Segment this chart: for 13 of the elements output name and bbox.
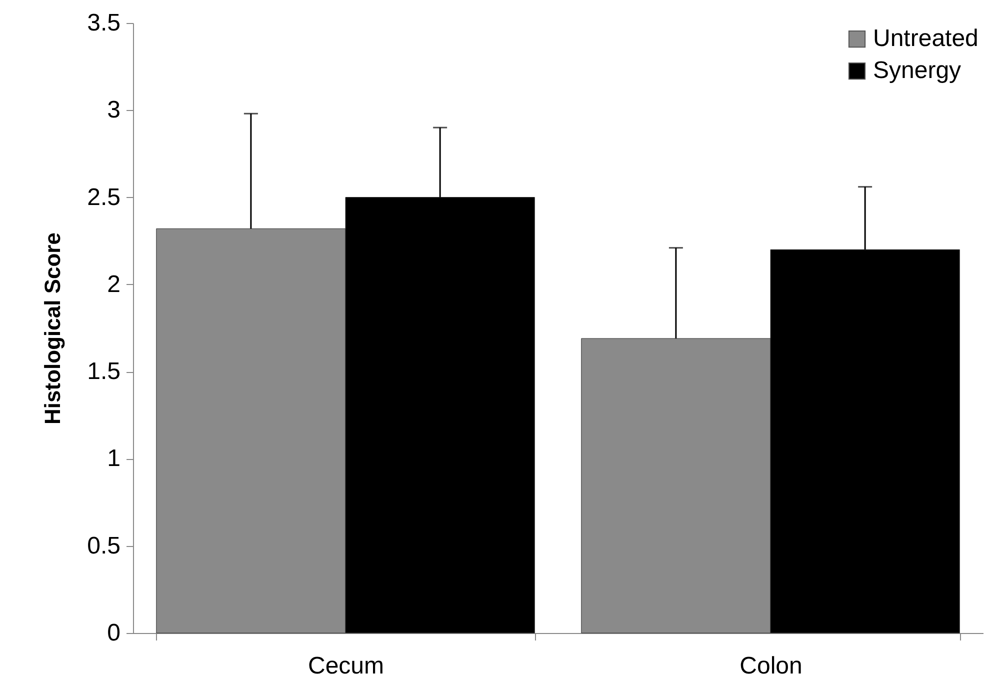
legend-label: Synergy	[873, 57, 962, 84]
y-tick-label: 0.5	[87, 532, 120, 560]
y-axis-title: Histological Score	[40, 232, 66, 424]
y-tick-label: 2	[107, 270, 120, 298]
y-tick-label: 3	[107, 96, 120, 124]
legend-label: Untreated	[873, 25, 978, 52]
x-tick-label: Colon	[740, 652, 802, 680]
y-tick-label: 1.5	[87, 358, 120, 386]
y-tick-label: 2.5	[87, 184, 120, 211]
y-tick-label: 0	[107, 620, 120, 646]
y-tick-label: 3.5	[87, 10, 120, 36]
y-tick-label: 1	[107, 445, 120, 472]
x-tick-label: Cecum	[308, 652, 384, 680]
